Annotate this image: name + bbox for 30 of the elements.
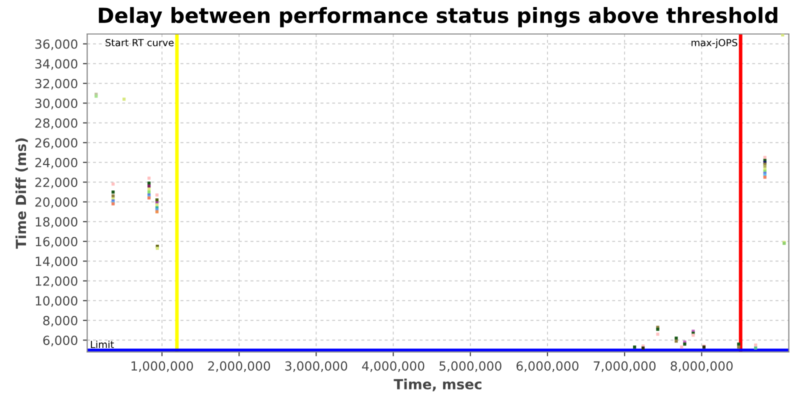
y-tick-label: 20,000	[35, 197, 78, 208]
ref-line-label: Start RT curve	[106, 38, 174, 46]
x-tick-label: 1,000,000	[132, 361, 193, 372]
ref-line-label: Limit	[90, 340, 114, 348]
y-tick-label: 24,000	[35, 158, 78, 169]
x-tick-label: 8,000,000	[670, 361, 733, 372]
chart-title: Delay between performance status pings above threshold	[98, 7, 778, 28]
y-tick-label: 12,000	[36, 276, 78, 288]
y-tick-label: 30,000	[35, 98, 78, 110]
y-tick-label: 28,000	[35, 118, 78, 130]
x-tick-label: 3,000,000	[285, 361, 348, 372]
x-tick-label: 2,000,000	[208, 361, 270, 372]
y-axis-title: Time Diff (ms)	[15, 138, 28, 249]
y-tick-label: 14,000	[36, 256, 78, 268]
y-tick-label: 8,000	[43, 316, 78, 327]
y-tick-label: 36,000	[35, 39, 78, 50]
ref-line-label: max-jOPS	[692, 38, 738, 48]
y-tick-label: 22,000	[35, 178, 78, 188]
x-tick-label: 5,000,000	[440, 361, 502, 372]
y-tick-label: 6,000	[43, 336, 78, 346]
y-tick-label: 26,000	[35, 138, 78, 149]
x-tick-label: 6,000,000	[516, 361, 578, 372]
x-tick-label: 4,000,000	[362, 361, 424, 372]
x-tick-label: 7,000,000	[594, 361, 656, 372]
x-axis-title: Time, msec	[394, 378, 482, 392]
y-tick-label: 16,000	[36, 236, 78, 248]
y-tick-label: 18,000	[36, 217, 78, 228]
y-tick-label: 32,000	[35, 78, 78, 90]
y-tick-label: 34,000	[35, 59, 78, 70]
y-tick-label: 10,000	[36, 296, 78, 307]
